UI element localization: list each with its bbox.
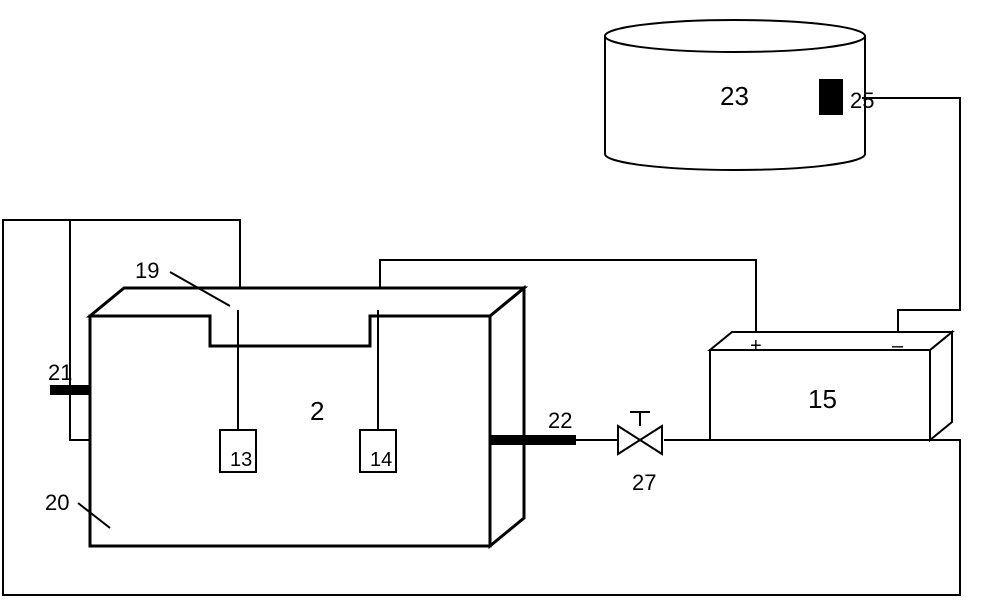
main-box-2: [90, 288, 524, 546]
svg-text:+: +: [750, 335, 762, 357]
svg-text:13: 13: [230, 449, 252, 471]
svg-text:21: 21: [48, 360, 72, 385]
svg-text:15: 15: [808, 384, 837, 414]
svg-text:22: 22: [548, 408, 572, 433]
svg-text:2: 2: [310, 396, 324, 426]
svg-text:25: 25: [850, 88, 874, 113]
svg-text:27: 27: [632, 470, 656, 495]
svg-text:20: 20: [45, 490, 69, 515]
svg-text:19: 19: [135, 258, 159, 283]
wire-tank-to-minus: [862, 98, 960, 334]
svg-text:14: 14: [370, 449, 392, 471]
valve-27: [618, 412, 662, 454]
sensor-25: [820, 80, 842, 114]
svg-text:23: 23: [720, 81, 749, 111]
svg-text:–: –: [892, 335, 904, 357]
schematic-diagram: 23 25 2 19 20 13 14 21 22 27 15 + –: [0, 0, 1000, 603]
